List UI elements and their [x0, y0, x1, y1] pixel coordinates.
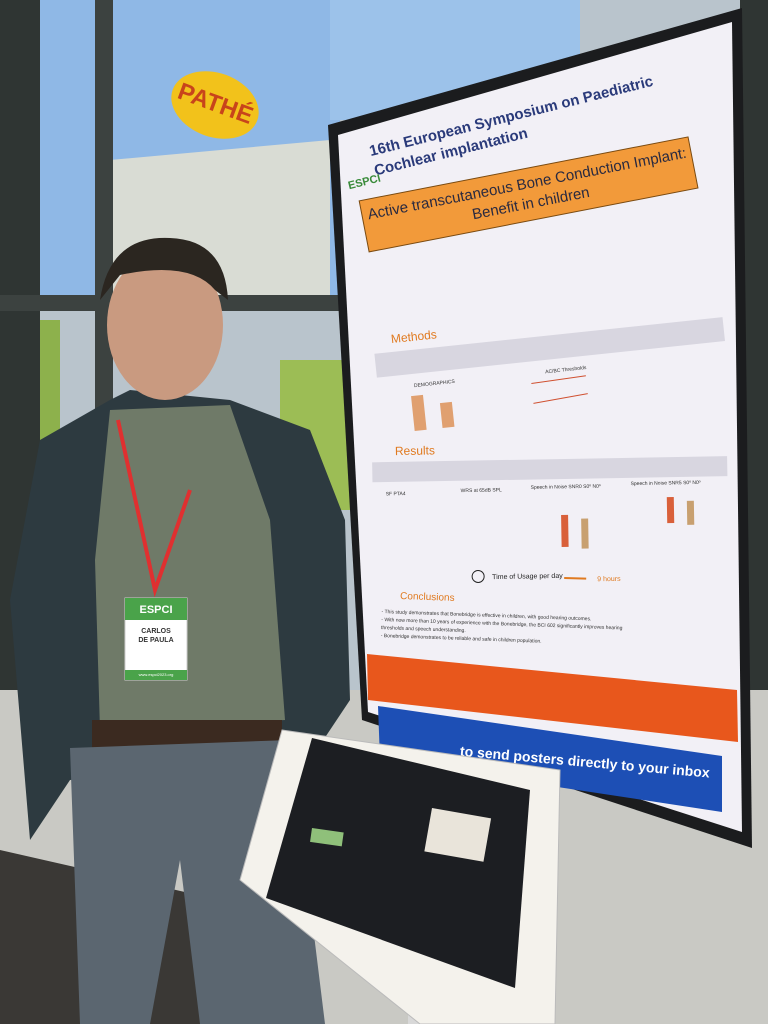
badge-name: DE PAULA: [138, 637, 173, 644]
chart-box: [581, 518, 589, 549]
chart-box: [561, 514, 569, 548]
badge-name: CARLOS: [141, 628, 171, 635]
conclusion-line: - Bonebridge demonstrates to be reliable…: [381, 633, 542, 645]
conclusions: Conclusions - This study demonstrates th…: [381, 591, 623, 645]
chart-title: Speech in Noise SNR0 S0º N0º: [531, 484, 601, 491]
stopwatch-icon: [471, 569, 485, 583]
usage-label: Time of Usage per day: [492, 573, 563, 581]
badge-footer: [125, 670, 187, 680]
usage-value: 9 hours: [597, 576, 621, 583]
chart-bar: [411, 394, 427, 431]
chart-line: [533, 393, 588, 404]
chart-box: [686, 500, 695, 525]
section-heading: Methods: [390, 327, 437, 346]
text-block: [372, 456, 728, 483]
text-block: [374, 317, 725, 378]
badge-header: [125, 598, 187, 620]
title-box: [358, 136, 699, 253]
chart-title: SF PTA4: [386, 491, 406, 497]
arrow: [564, 576, 587, 580]
chart-title: DEMOGRAPHICS: [414, 379, 456, 389]
chart-title: Speech in Noise SNR5 S0º N0º: [630, 480, 700, 487]
hair: [100, 237, 228, 300]
chart-bar: [439, 401, 455, 429]
orange-band: [367, 654, 738, 742]
sign-logo: [171, 71, 259, 139]
screen-card: [424, 808, 492, 862]
lanyard: [116, 419, 192, 598]
chart-box: [666, 497, 675, 524]
methods: Methods DEMOGRAPHICS AC/BC Thresholds: [374, 317, 725, 431]
chart-title: WRS at 65dB SPL: [461, 487, 502, 494]
chart-line: [531, 375, 586, 385]
screen-button: [310, 827, 344, 847]
face: [107, 250, 223, 400]
kiosk-screen: [266, 738, 530, 988]
section-heading: Conclusions: [400, 591, 455, 604]
chart-title: AC/BC Thresholds: [545, 365, 587, 375]
results: Results SF PTA4 WRS at 65dB SPL Speech i…: [372, 443, 728, 583]
section-heading: Results: [395, 443, 435, 458]
badge-url: www.espci2023.org: [139, 672, 174, 677]
blue-banner: [378, 706, 722, 812]
conclusion-line: thresholds and speech understanding.: [381, 625, 466, 634]
badge-logo: ESPCI: [139, 604, 172, 616]
